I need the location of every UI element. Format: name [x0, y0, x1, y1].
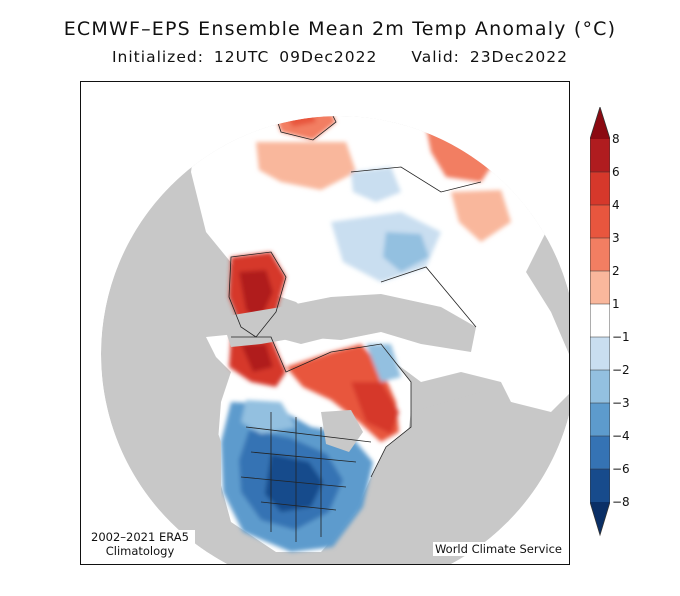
colorbar-label: 3	[612, 231, 620, 245]
colorbar-label: 8	[612, 132, 620, 146]
colorbar-label: 6	[612, 165, 620, 179]
colorbar-label: 1	[612, 297, 620, 311]
warm-anomaly-far-east	[451, 190, 511, 242]
cold-anomaly-russia-west	[351, 167, 401, 202]
warm-anomaly-europe	[256, 142, 356, 190]
colorbar-label: −1	[612, 330, 630, 344]
colorbar-m2-m3	[590, 370, 610, 403]
chart-subtitle: Initialized: 12UTC 09Dec2022 Valid: 23De…	[0, 48, 680, 66]
map-frame: 2002–2021 ERA5 Climatology World Climate…	[80, 81, 570, 565]
source-credit: World Climate Service	[432, 542, 564, 556]
chart-title: ECMWF–EPS Ensemble Mean 2m Temp Anomaly …	[63, 18, 617, 40]
colorbar-2-3	[590, 238, 610, 271]
warm-anomaly-greenland-core	[239, 270, 273, 322]
colorbar-label: −6	[612, 462, 630, 476]
initialized-label: Initialized: 12UTC 09Dec2022	[111, 48, 378, 66]
climatology-line1: 2002–2021 ERA5	[91, 530, 189, 544]
colorbar-bottom-arrow	[590, 502, 610, 535]
valid-label: Valid: 23Dec2022	[411, 48, 568, 66]
colorbar	[590, 107, 610, 537]
map-canvas	[81, 82, 569, 564]
colorbar-label: 4	[612, 198, 620, 212]
colorbar-3-4	[590, 205, 610, 238]
cold-anomaly-rockies	[241, 400, 296, 434]
cold-anomaly-siberia-core	[383, 232, 429, 272]
colorbar-m1-m2	[590, 337, 610, 370]
colorbar-label: −3	[612, 396, 630, 410]
warm-anomaly-alaska-core	[241, 344, 273, 372]
colorbar-1-2	[590, 271, 610, 304]
map-corner-mask	[81, 82, 569, 564]
colorbar-top-arrow	[590, 107, 610, 139]
arctic-ocean	[221, 294, 476, 352]
borders	[228, 116, 482, 542]
cold-anomaly-canada-ne	[366, 344, 401, 382]
climatology-credit: 2002–2021 ERA5 Climatology	[85, 530, 195, 558]
cold-anomaly-us-core	[265, 454, 323, 512]
colorbar-label: −2	[612, 363, 630, 377]
warm-anomaly-hudson	[351, 382, 399, 434]
colorbar-6-8	[590, 139, 610, 172]
hudson-bay	[321, 410, 363, 452]
colorbar-m3-m4	[590, 403, 610, 436]
colorbar-m4-m6	[590, 436, 610, 469]
colorbar-4-6	[590, 172, 610, 205]
colorbar-label: −8	[612, 495, 630, 509]
colorbar-label: −4	[612, 429, 630, 443]
warm-anomaly-scandinavia	[271, 116, 336, 140]
climatology-line2: Climatology	[105, 544, 175, 558]
colorbar-neutral	[590, 304, 610, 337]
colorbar-m6-m8	[590, 469, 610, 502]
colorbar-label: 2	[612, 264, 620, 278]
